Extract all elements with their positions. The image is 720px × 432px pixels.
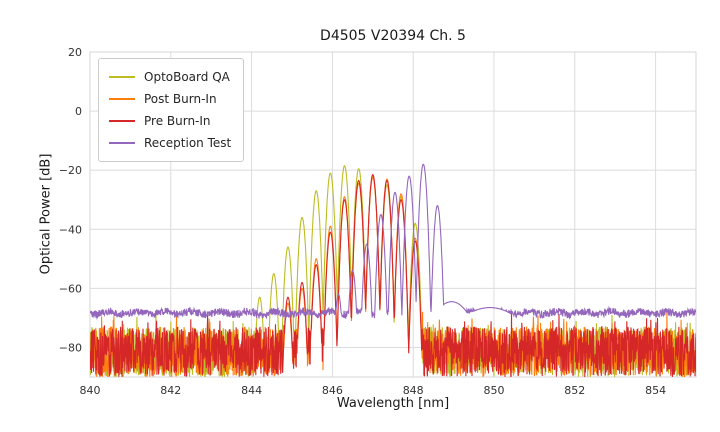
x-tick-label: 842	[160, 384, 181, 397]
series-line-pre-burn-in	[90, 173, 696, 377]
x-tick-label: 854	[645, 384, 666, 397]
y-tick-label: −40	[59, 223, 82, 236]
y-tick-label: −60	[59, 282, 82, 295]
legend-line-swatch	[109, 120, 135, 122]
x-tick-label: 850	[484, 384, 505, 397]
y-tick-label: 0	[75, 105, 82, 118]
y-tick-label: −80	[59, 341, 82, 354]
legend-item-post-burn-in: Post Burn-In	[109, 88, 231, 110]
y-tick-label: 20	[68, 46, 82, 59]
legend-label: Pre Burn-In	[144, 114, 211, 128]
chart-title: D4505 V20394 Ch. 5	[320, 28, 466, 44]
axes-border	[89, 51, 697, 378]
x-tick-label: 852	[564, 384, 585, 397]
x-axis-label: Wavelength [nm]	[336, 396, 450, 411]
legend-label: Reception Test	[144, 136, 232, 150]
tick-labels: 840 842 844 846 848 850 852 854 20 0 −20 −40 −60 −80	[59, 46, 666, 397]
legend-line-swatch	[109, 142, 135, 144]
legend-line-swatch	[109, 98, 135, 100]
x-tick-label: 848	[403, 384, 424, 397]
legend-label: Post Burn-In	[144, 92, 217, 106]
legend-item-pre-burn-in: Pre Burn-In	[109, 110, 231, 132]
legend-item-optoboard-qa: OptoBoard QA	[109, 66, 231, 88]
x-tick-label: 846	[322, 384, 343, 397]
series-lines	[90, 163, 696, 377]
legend-item-reception-test: Reception Test	[109, 132, 231, 154]
x-tick-label: 840	[80, 384, 101, 397]
legend: OptoBoard QA Post Burn-In Pre Burn-In Recep…	[98, 58, 245, 162]
x-tick-label: 844	[241, 384, 262, 397]
y-tick-label: −20	[59, 164, 82, 177]
legend-line-swatch	[109, 76, 135, 78]
series-line-reception-test	[90, 163, 696, 321]
legend-label: OptoBoard QA	[144, 70, 230, 84]
